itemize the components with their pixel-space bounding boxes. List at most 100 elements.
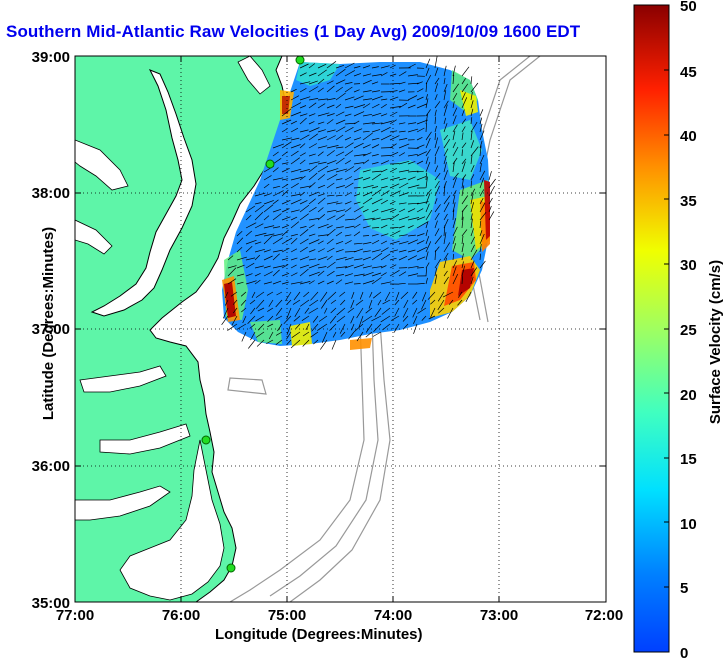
velocity-arrow [425,176,428,189]
velocity-arrow [329,315,337,324]
velocity-arrow [461,235,464,245]
velocity-arrow [479,163,482,173]
velocity-arrow [400,291,409,299]
velocity-arrow [434,116,436,125]
velocity-arrow [434,220,438,229]
velocity-arrow [398,130,406,133]
velocity-arrow [461,185,465,197]
velocity-arrow [299,143,306,149]
velocity-arrow [470,165,475,173]
velocity-arrow [335,240,344,245]
velocity-arrow [254,272,261,277]
velocity-arrow [371,266,383,269]
velocity-arrow [344,70,355,77]
velocity-arrow [353,264,365,269]
velocity-arrow [461,78,466,85]
velocity-arrow [263,225,275,229]
velocity-arrow [272,190,284,197]
velocity-arrow [263,193,272,197]
velocity-arrow [362,271,374,277]
velocity-arrow [305,323,310,331]
velocity-arrow [430,307,436,318]
velocity-arrow [308,249,316,253]
velocity-arrow [344,136,352,141]
velocity-arrow [326,215,336,221]
velocity-arrow [380,240,388,245]
velocity-arrow [266,339,274,345]
velocity-arrow [308,280,315,285]
velocity-arrow [356,307,364,319]
velocity-arrow [371,186,379,189]
velocity-arrow [443,65,447,77]
velocity-arrow [425,203,430,213]
velocity-arrow [236,246,243,253]
velocity-arrow [353,137,362,141]
velocity-arrow [434,258,441,269]
velocity-arrow [250,331,256,341]
velocity-arrow [299,87,307,93]
velocity-arrow [407,176,416,181]
velocity-arrow [266,291,274,296]
velocity-arrow [443,100,449,109]
velocity-arrow [263,249,271,253]
velocity-arrow [398,208,406,213]
velocity-arrow [461,66,470,77]
velocity-arrow [353,242,363,245]
x-axis-label: Longitude (Degrees:Minutes) [215,626,423,643]
velocity-arrow [353,154,366,157]
velocity-arrow [425,149,431,157]
velocity-arrow [326,247,335,253]
velocity-arrow [303,291,310,298]
velocity-arrow [461,216,464,229]
station-marker [265,159,275,169]
velocity-arrow [398,241,409,245]
velocity-arrow [434,132,436,141]
velocity-arrow [407,122,417,125]
velocity-arrow [362,197,373,205]
velocity-arrow [245,230,253,237]
velocity-arrow [434,83,439,93]
velocity-arrow [286,331,292,340]
velocity-arrow [402,307,409,318]
velocity-arrow [335,274,344,277]
velocity-arrow [286,307,292,320]
velocity-arrow [416,283,425,285]
velocity-arrow [461,195,469,205]
velocity-arrow [389,227,399,229]
velocity-arrow [272,208,282,213]
velocity-arrow [371,272,382,277]
velocity-arrow [452,218,457,229]
velocity-arrow [308,224,315,229]
velocity-arrow [416,170,424,173]
velocity-arrow [470,100,474,109]
velocity-arrow [317,151,324,157]
velocity-arrow [398,255,408,261]
velocity-arrow [344,122,357,125]
velocity-arrow [353,142,364,149]
velocity-arrow [353,120,360,125]
velocity-arrow [461,97,468,109]
velocity-arrow [380,134,392,141]
velocity-arrow [443,123,448,133]
velocity-arrow [275,331,283,336]
velocity-arrow [470,276,474,285]
velocity-arrow [308,98,319,101]
velocity-arrow [434,94,438,101]
velocity-arrow [344,234,352,237]
velocity-arrow [380,113,388,117]
velocity-arrow [362,169,371,173]
velocity-arrow [272,226,281,229]
velocity-arrow [425,209,433,221]
velocity-arrow [425,229,428,237]
velocity-arrow [232,299,238,305]
velocity-arrow [254,204,265,213]
velocity-arrow [272,265,285,269]
velocity-arrow [353,66,361,69]
velocity-arrow [425,161,431,173]
velocity-arrow [281,167,290,173]
velocity-arrow [434,198,438,205]
velocity-arrow [317,240,324,245]
velocity-arrow [317,280,325,285]
velocity-arrow [353,128,363,133]
x-tick-label: 72:00 [585,607,623,624]
